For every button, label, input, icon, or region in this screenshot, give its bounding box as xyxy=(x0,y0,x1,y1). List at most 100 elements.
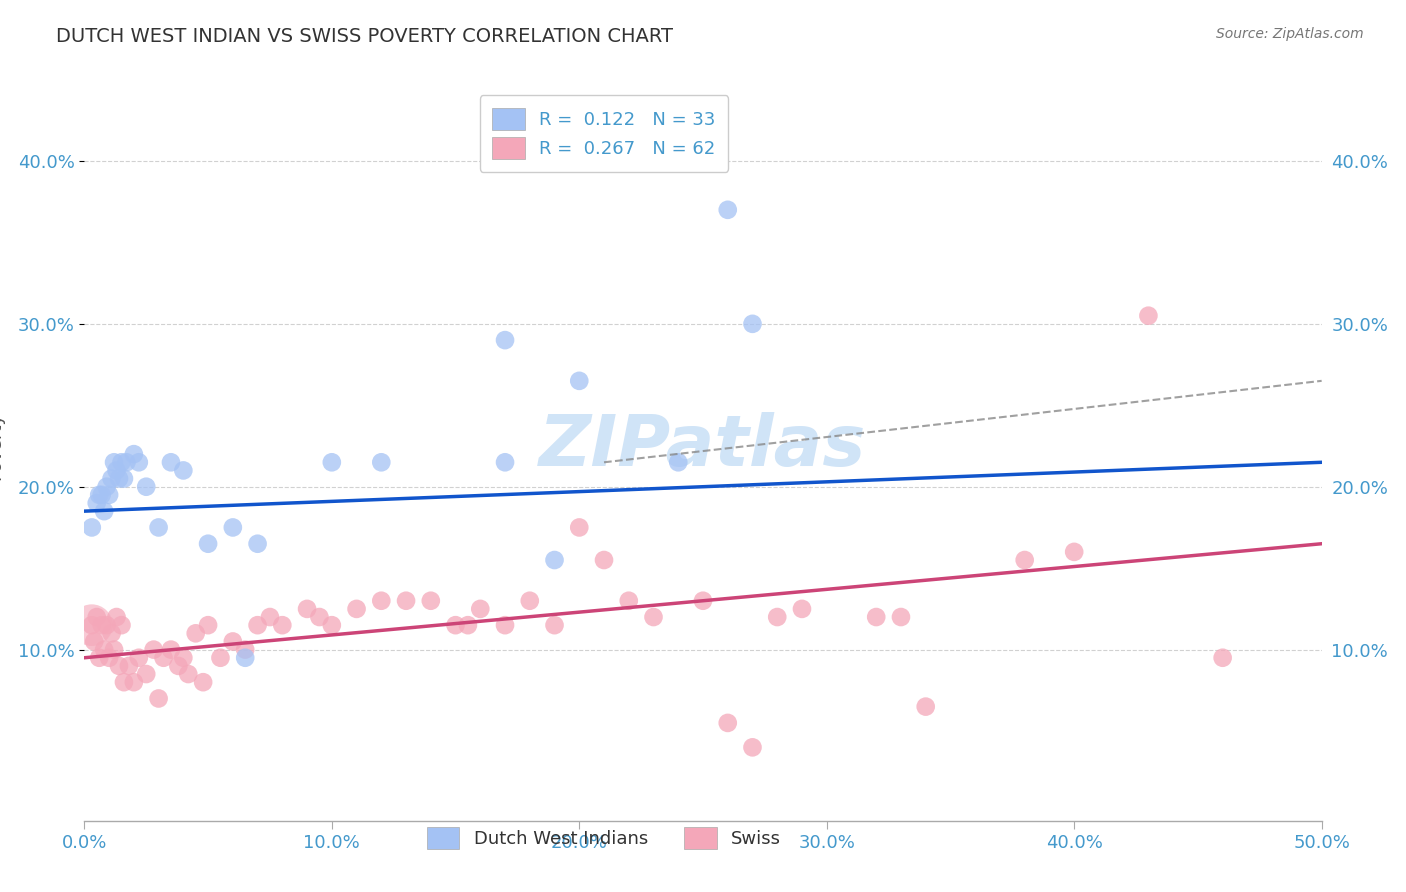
Point xyxy=(122,675,145,690)
Point xyxy=(321,618,343,632)
Point xyxy=(172,463,194,477)
Point xyxy=(766,610,789,624)
Point xyxy=(96,618,118,632)
Point xyxy=(259,610,281,624)
Point xyxy=(83,634,105,648)
Text: ZIPatlas: ZIPatlas xyxy=(540,411,866,481)
Point xyxy=(135,480,157,494)
Point xyxy=(110,618,132,632)
Point xyxy=(543,553,565,567)
Point xyxy=(86,496,108,510)
Point xyxy=(914,699,936,714)
Point xyxy=(692,593,714,607)
Point xyxy=(643,610,665,624)
Point xyxy=(93,504,115,518)
Point xyxy=(105,610,128,624)
Point xyxy=(1212,650,1234,665)
Point xyxy=(1014,553,1036,567)
Point xyxy=(717,715,740,730)
Point xyxy=(568,374,591,388)
Point xyxy=(160,642,183,657)
Point xyxy=(370,455,392,469)
Point xyxy=(89,488,111,502)
Point xyxy=(395,593,418,607)
Point xyxy=(233,650,256,665)
Point xyxy=(172,650,194,665)
Point xyxy=(108,472,131,486)
Point xyxy=(112,675,135,690)
Point xyxy=(321,455,343,469)
Point xyxy=(160,455,183,469)
Point xyxy=(470,602,492,616)
Point xyxy=(98,488,121,502)
Text: Source: ZipAtlas.com: Source: ZipAtlas.com xyxy=(1216,27,1364,41)
Point xyxy=(112,472,135,486)
Y-axis label: Poverty: Poverty xyxy=(0,412,4,480)
Point xyxy=(177,667,200,681)
Point xyxy=(118,659,141,673)
Point xyxy=(135,667,157,681)
Point xyxy=(142,642,165,657)
Point xyxy=(444,618,467,632)
Point xyxy=(110,455,132,469)
Point xyxy=(457,618,479,632)
Point xyxy=(308,610,330,624)
Point xyxy=(617,593,640,607)
Point xyxy=(419,593,441,607)
Point xyxy=(100,626,122,640)
Point xyxy=(271,618,294,632)
Point xyxy=(593,553,616,567)
Point xyxy=(108,659,131,673)
Point xyxy=(209,650,232,665)
Point xyxy=(370,593,392,607)
Point xyxy=(295,602,318,616)
Point xyxy=(115,455,138,469)
Point xyxy=(128,455,150,469)
Text: DUTCH WEST INDIAN VS SWISS POVERTY CORRELATION CHART: DUTCH WEST INDIAN VS SWISS POVERTY CORRE… xyxy=(56,27,673,45)
Legend: Dutch West Indians, Swiss: Dutch West Indians, Swiss xyxy=(419,820,789,856)
Point xyxy=(93,642,115,657)
Point xyxy=(148,520,170,534)
Point xyxy=(233,642,256,657)
Point xyxy=(90,618,112,632)
Point xyxy=(89,650,111,665)
Point xyxy=(103,642,125,657)
Point xyxy=(167,659,190,673)
Point xyxy=(98,650,121,665)
Point xyxy=(152,650,174,665)
Point xyxy=(1063,545,1085,559)
Point xyxy=(103,455,125,469)
Point xyxy=(105,463,128,477)
Point xyxy=(197,618,219,632)
Point xyxy=(494,333,516,347)
Point xyxy=(494,455,516,469)
Point xyxy=(890,610,912,624)
Point xyxy=(494,618,516,632)
Point xyxy=(666,455,689,469)
Point xyxy=(184,626,207,640)
Point xyxy=(519,593,541,607)
Point xyxy=(197,537,219,551)
Point xyxy=(222,634,245,648)
Point xyxy=(148,691,170,706)
Point xyxy=(100,472,122,486)
Point xyxy=(741,740,763,755)
Point xyxy=(90,488,112,502)
Point xyxy=(86,610,108,624)
Point xyxy=(346,602,368,616)
Point xyxy=(80,618,103,632)
Point xyxy=(246,537,269,551)
Point xyxy=(80,520,103,534)
Point xyxy=(568,520,591,534)
Point xyxy=(191,675,214,690)
Point xyxy=(128,650,150,665)
Point xyxy=(96,480,118,494)
Point xyxy=(80,618,103,632)
Point xyxy=(543,618,565,632)
Point xyxy=(1137,309,1160,323)
Point xyxy=(246,618,269,632)
Point xyxy=(122,447,145,461)
Point xyxy=(717,202,740,217)
Point xyxy=(222,520,245,534)
Point xyxy=(741,317,763,331)
